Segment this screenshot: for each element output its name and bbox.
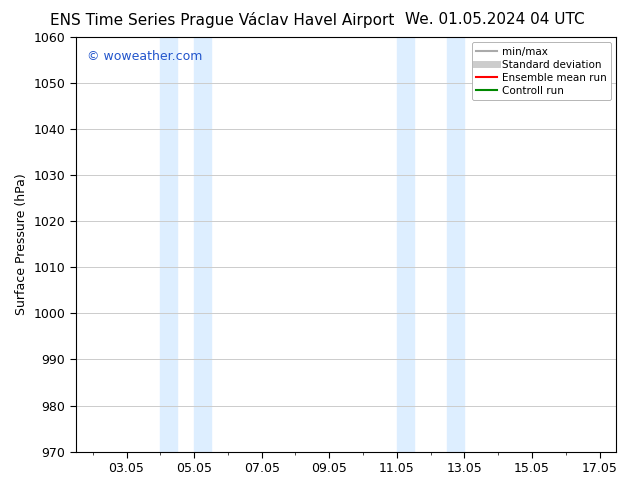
Legend: min/max, Standard deviation, Ensemble mean run, Controll run: min/max, Standard deviation, Ensemble me… — [472, 42, 611, 100]
Bar — [448, 37, 464, 452]
Bar — [160, 37, 178, 452]
Text: ENS Time Series Prague Václav Havel Airport: ENS Time Series Prague Václav Havel Airp… — [49, 12, 394, 28]
Text: © woweather.com: © woweather.com — [87, 49, 202, 63]
Text: We. 01.05.2024 04 UTC: We. 01.05.2024 04 UTC — [404, 12, 585, 27]
Bar — [194, 37, 211, 452]
Y-axis label: Surface Pressure (hPa): Surface Pressure (hPa) — [15, 173, 28, 315]
Bar — [397, 37, 414, 452]
